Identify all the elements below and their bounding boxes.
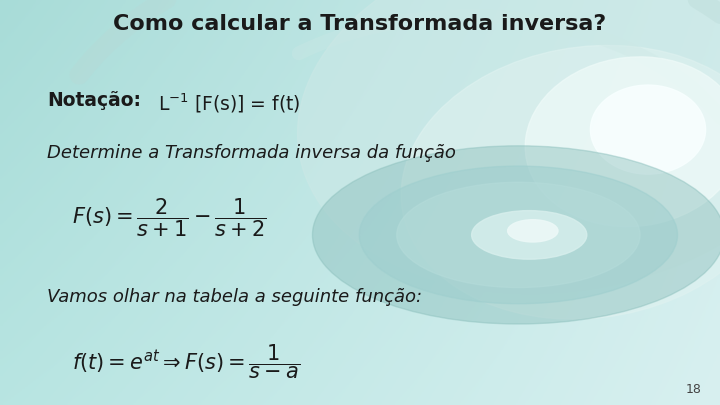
Ellipse shape [525,57,720,227]
Ellipse shape [312,146,720,324]
Ellipse shape [297,0,720,294]
Text: Determine a Transformada inversa da função: Determine a Transformada inversa da funç… [47,144,456,162]
Text: 18: 18 [686,383,702,396]
Ellipse shape [359,166,678,304]
Text: $f(t) = e^{at} \Rightarrow F(s) = \dfrac{1}{s-a}$: $f(t) = e^{at} \Rightarrow F(s) = \dfrac… [72,342,300,381]
Ellipse shape [508,220,558,242]
Text: $\mathrm{L^{-1}}$ [F(s)] = f(t): $\mathrm{L^{-1}}$ [F(s)] = f(t) [158,91,301,115]
Text: Como calcular a Transformada inversa?: Como calcular a Transformada inversa? [113,14,607,34]
Ellipse shape [397,182,640,288]
Ellipse shape [472,211,587,259]
Ellipse shape [401,45,720,319]
Text: $F(s) = \dfrac{2}{s+1} - \dfrac{1}{s+2}$: $F(s) = \dfrac{2}{s+1} - \dfrac{1}{s+2}$ [72,196,266,239]
Text: Notação:: Notação: [47,91,141,110]
Text: Vamos olhar na tabela a seguinte função:: Vamos olhar na tabela a seguinte função: [47,288,422,305]
Ellipse shape [590,85,706,174]
